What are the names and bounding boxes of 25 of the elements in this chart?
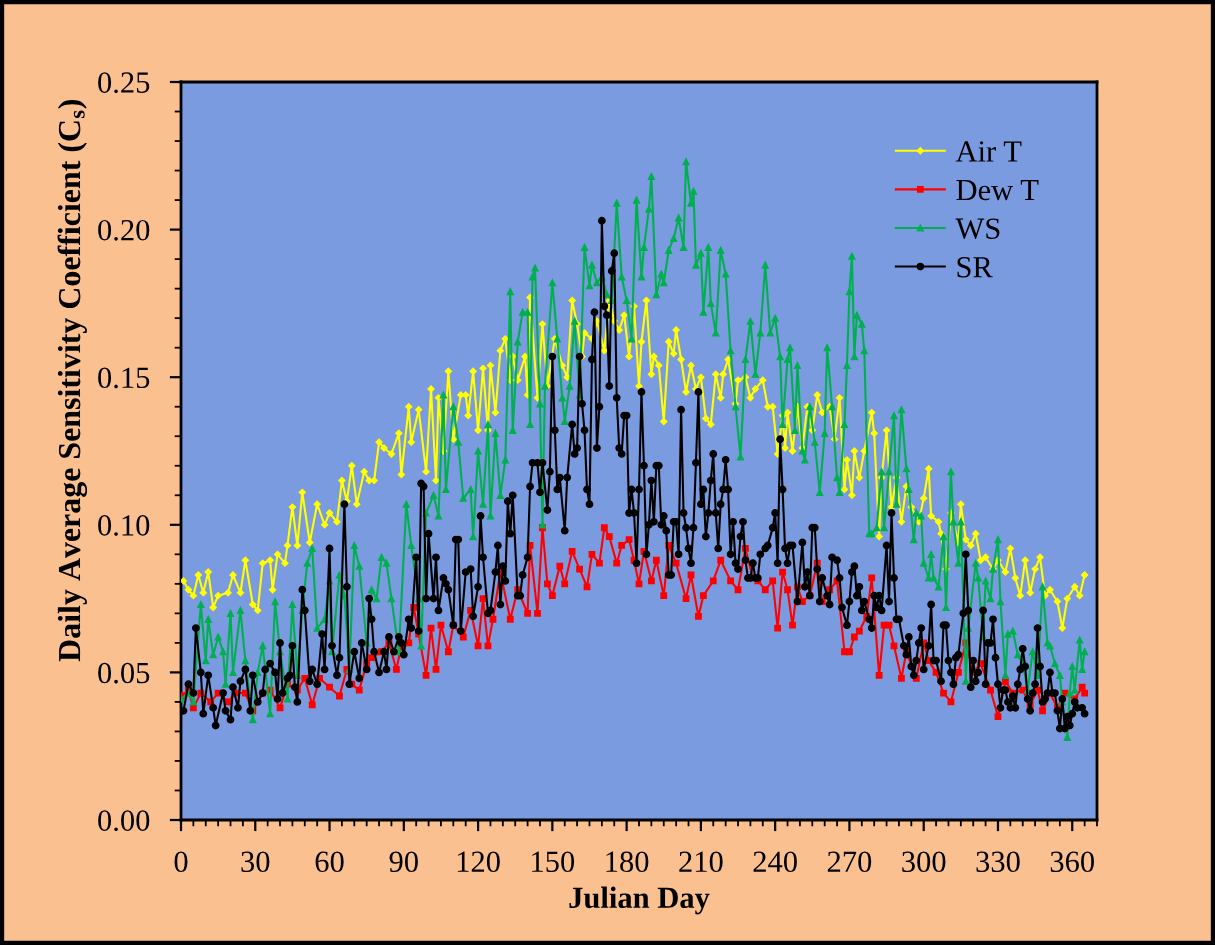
x-axis-title: Julian Day (569, 886, 710, 915)
y-tick-label: 0.20 (98, 219, 150, 241)
y-axis-title: Daily Average Sensitivity Coefficient (C$_{s}$) (57, 100, 88, 662)
x-tick-label: 300 (902, 851, 946, 873)
x-tick-label: 0 (174, 851, 188, 873)
x-tick-label: 360 (1050, 851, 1094, 873)
x-tick-label: 90 (389, 851, 418, 873)
legend-label: Dew T (956, 180, 1039, 201)
x-tick-label: 270 (827, 851, 872, 873)
y-tick-label: 0.05 (98, 662, 150, 684)
x-tick-label: 240 (753, 851, 797, 873)
x-tick-label: 210 (679, 851, 723, 873)
x-tick-label: 180 (606, 851, 649, 873)
y-tick-label: 0.00 (98, 810, 150, 832)
legend-label: SR (957, 256, 993, 278)
y-tick-label: 0.25 (98, 72, 150, 94)
y-tick-label: 0.10 (98, 515, 150, 536)
x-tick-label: 120 (457, 851, 500, 873)
x-tick-label: 330 (976, 851, 1020, 873)
x-tick-label: 150 (532, 851, 575, 873)
x-tick-label: 30 (241, 851, 270, 873)
legend-label: Air T (955, 141, 1022, 162)
legend-label: WS (955, 218, 1000, 240)
y-tick-label: 0.15 (98, 367, 150, 389)
x-tick-label: 60 (315, 851, 344, 873)
